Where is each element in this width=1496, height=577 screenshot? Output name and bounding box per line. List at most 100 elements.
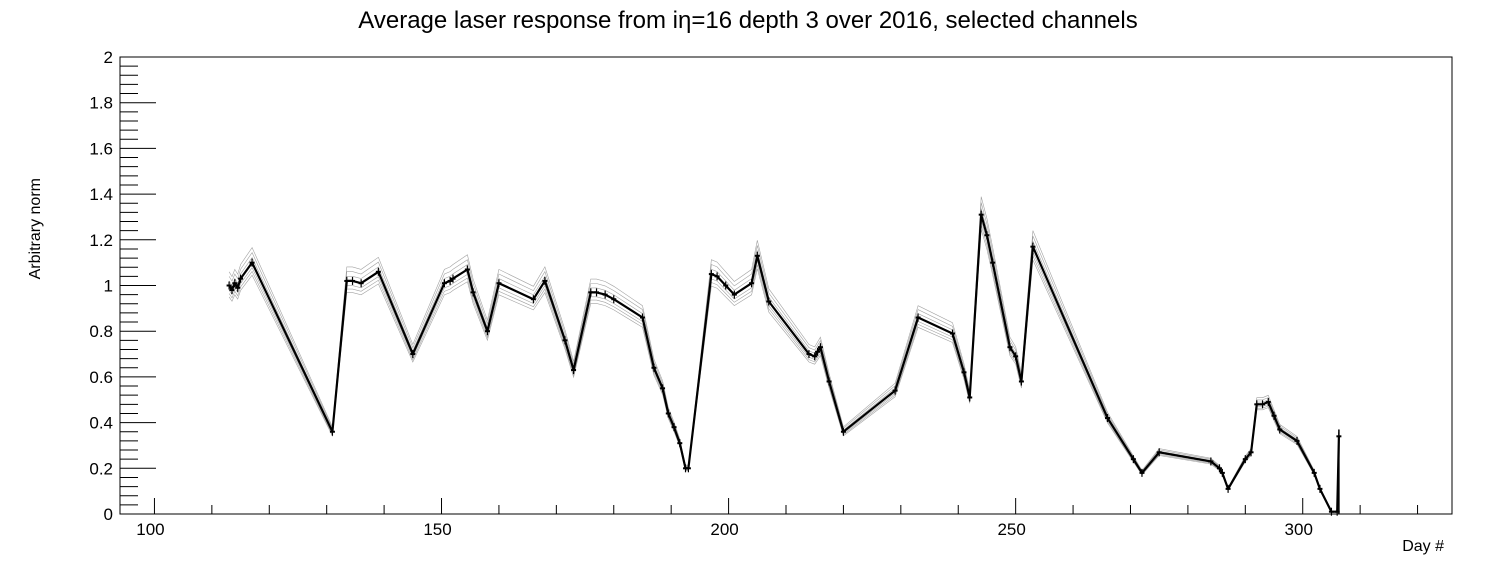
data-point [961,368,967,377]
data-point [978,210,984,219]
data-point [594,288,600,297]
data-point [806,350,812,359]
data-point [685,464,691,473]
data-point [464,265,470,274]
data-point [1216,464,1222,473]
x-axis: 100 150 200 250 300 [136,498,1419,539]
data-point [660,384,666,393]
data-point [754,251,760,260]
data-point [226,281,232,290]
data-point [1311,468,1317,477]
y-axis-title: Arbitrary norm [27,178,44,279]
data-point [651,363,657,372]
data-point [1260,400,1266,409]
data-point [1248,448,1254,457]
data-point [723,281,729,290]
data-point [671,423,677,432]
data-point [441,279,447,288]
data-point [350,276,356,285]
data-point [967,393,973,402]
data-point [984,231,990,240]
data-point [714,272,720,281]
data-point [232,279,238,288]
x-tick-label: 200 [710,520,738,539]
data-point [375,267,381,276]
data-point [1328,507,1334,516]
data-point [1018,377,1024,386]
channel-line [228,229,1340,513]
data-point [1105,414,1111,423]
data-point [588,288,594,297]
data-point [410,350,416,359]
data-point [496,279,502,288]
data-point [1265,398,1271,407]
data-point [766,297,772,306]
data-point [731,290,737,299]
data-point [562,336,568,345]
data-point [840,427,846,436]
data-point [1139,468,1145,477]
channel-line [228,196,1340,512]
y-tick-label: 1.4 [89,185,113,204]
data-point [990,258,996,267]
data-point [229,286,235,295]
data-point [1219,468,1225,477]
data-point [602,290,608,299]
data-point [450,274,456,283]
channel-line [228,220,1340,513]
data-point [530,295,536,304]
data-point [749,279,755,288]
data-point [542,276,548,285]
data-point [915,313,921,322]
data-point [470,288,476,297]
series-layer [226,196,1342,516]
data-point [812,352,818,361]
data-point [892,386,898,395]
data-point [1208,457,1214,466]
data-point [677,439,683,448]
data-point [329,427,335,436]
data-point [815,347,821,356]
x-tick-label: 150 [423,520,451,539]
data-point [1242,455,1248,464]
data-point [571,366,577,375]
data-point [1013,352,1019,361]
data-point [708,270,714,279]
data-point [826,377,832,386]
data-point [358,279,364,288]
data-point [1225,484,1231,493]
data-point [235,283,241,292]
data-point [1271,411,1277,420]
channel-line [228,225,1340,513]
data-point [1156,448,1162,457]
data-point [484,327,490,336]
chart-title: Average laser response from iη=16 depth … [358,7,1137,34]
data-point [1277,425,1283,434]
data-point [639,313,645,322]
x-tick-label: 250 [997,520,1025,539]
channel-line [228,202,1340,512]
y-tick-label: 0.2 [89,459,113,478]
x-axis-title: Day # [1402,538,1444,555]
data-point [1030,242,1036,251]
series-line [228,213,1340,513]
data-point [817,343,823,352]
y-tick-label: 1.2 [89,231,113,250]
y-tick-label: 1.6 [89,139,113,158]
data-point [1130,455,1136,464]
data-point [1317,484,1323,493]
data-point [950,329,955,338]
data-point [238,274,244,283]
y-axis: 0 0.2 0.4 0.6 0.8 1 1.2 1.4 1.6 1.8 2 [89,48,156,524]
y-tick-label: 2 [104,48,113,67]
y-tick-label: 0.4 [89,414,113,433]
data-point [611,295,617,304]
y-tick-label: 0.6 [89,368,113,387]
data-point [1254,400,1260,409]
y-tick-label: 1 [104,277,113,296]
y-tick-label: 1.8 [89,94,113,113]
data-point [344,276,350,285]
data-point [665,409,671,418]
x-tick-label: 100 [136,520,164,539]
